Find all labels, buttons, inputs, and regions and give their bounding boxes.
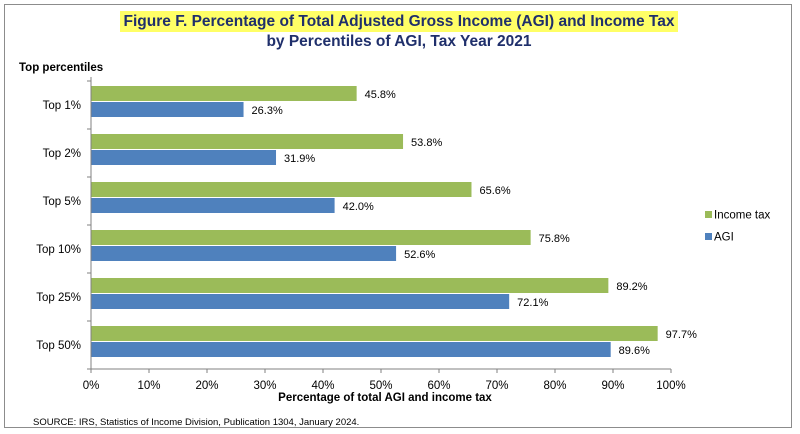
- figure-title-block: Figure F. Percentage of Total Adjusted G…: [5, 11, 793, 52]
- x-axis-title: Percentage of total AGI and income tax: [278, 392, 492, 404]
- bars-group: 45.8% 26.3% 53.8% 31.9% 65.6% 42.0% 75.8% 52.6%…: [91, 86, 697, 357]
- category-label: Top 2%: [43, 148, 81, 160]
- bar-income-tax: [91, 86, 357, 101]
- bar-income-tax: [91, 182, 472, 197]
- bar-agi: [91, 198, 335, 213]
- data-label: 89.6%: [619, 345, 650, 357]
- y-axis-title: Top percentiles: [19, 62, 103, 74]
- data-label: 75.8%: [539, 233, 570, 245]
- legend-swatch: [705, 211, 712, 218]
- x-tick-label: 20%: [195, 380, 218, 392]
- data-label: 89.2%: [616, 281, 647, 293]
- bar-agi: [91, 246, 397, 261]
- x-tick-label: 90%: [601, 380, 624, 392]
- category-label: Top 1%: [43, 100, 81, 112]
- bar-agi: [91, 342, 611, 357]
- legend-label: Income tax: [714, 210, 770, 222]
- x-tick-label: 10%: [137, 380, 160, 392]
- data-label: 97.7%: [666, 329, 697, 341]
- data-label: 31.9%: [284, 153, 315, 165]
- bar-agi: [91, 294, 510, 309]
- bar-income-tax: [91, 278, 609, 293]
- category-label: Top 5%: [43, 196, 81, 208]
- source-note: SOURCE: IRS, Statistics of Income Divisi…: [33, 417, 360, 428]
- x-tick-label: 30%: [253, 380, 276, 392]
- bar-income-tax: [91, 134, 404, 149]
- category-label: Top 10%: [36, 244, 81, 256]
- figure-frame: Figure F. Percentage of Total Adjusted G…: [4, 4, 792, 428]
- x-tick-label: 60%: [427, 380, 450, 392]
- legend: Income tax AGI: [705, 210, 770, 244]
- legend-swatch: [705, 233, 712, 240]
- data-label: 65.6%: [479, 185, 510, 197]
- x-tick-label: 50%: [369, 380, 392, 392]
- data-label: 26.3%: [252, 105, 283, 117]
- bar-income-tax: [91, 326, 658, 341]
- data-label: 72.1%: [517, 297, 548, 309]
- bar-income-tax: [91, 230, 531, 245]
- figure-subtitle: by Percentiles of AGI, Tax Year 2021: [266, 33, 532, 50]
- category-label: Top 50%: [36, 340, 81, 352]
- data-label: 52.6%: [404, 249, 435, 261]
- x-tick-label: 0%: [83, 380, 100, 392]
- x-tick-label: 70%: [485, 380, 508, 392]
- bar-agi: [91, 102, 244, 117]
- data-label: 53.8%: [411, 137, 442, 149]
- x-tick-label: 100%: [656, 380, 685, 392]
- bar-agi: [91, 150, 277, 165]
- legend-label: AGI: [714, 232, 734, 244]
- data-label: 42.0%: [343, 201, 374, 213]
- bar-chart: Top percentiles 45.8% 26.3% 53.8% 31.9% 65.6…: [19, 62, 770, 404]
- axes-group: Top 1% Top 2% Top 5% Top 10% Top 25% Top 50% 0…: [36, 77, 686, 392]
- data-label: 45.8%: [365, 89, 396, 101]
- x-tick-label: 80%: [543, 380, 566, 392]
- x-tick-label: 40%: [311, 380, 334, 392]
- figure-title: Figure F. Percentage of Total Adjusted G…: [119, 11, 679, 32]
- category-label: Top 25%: [36, 292, 81, 304]
